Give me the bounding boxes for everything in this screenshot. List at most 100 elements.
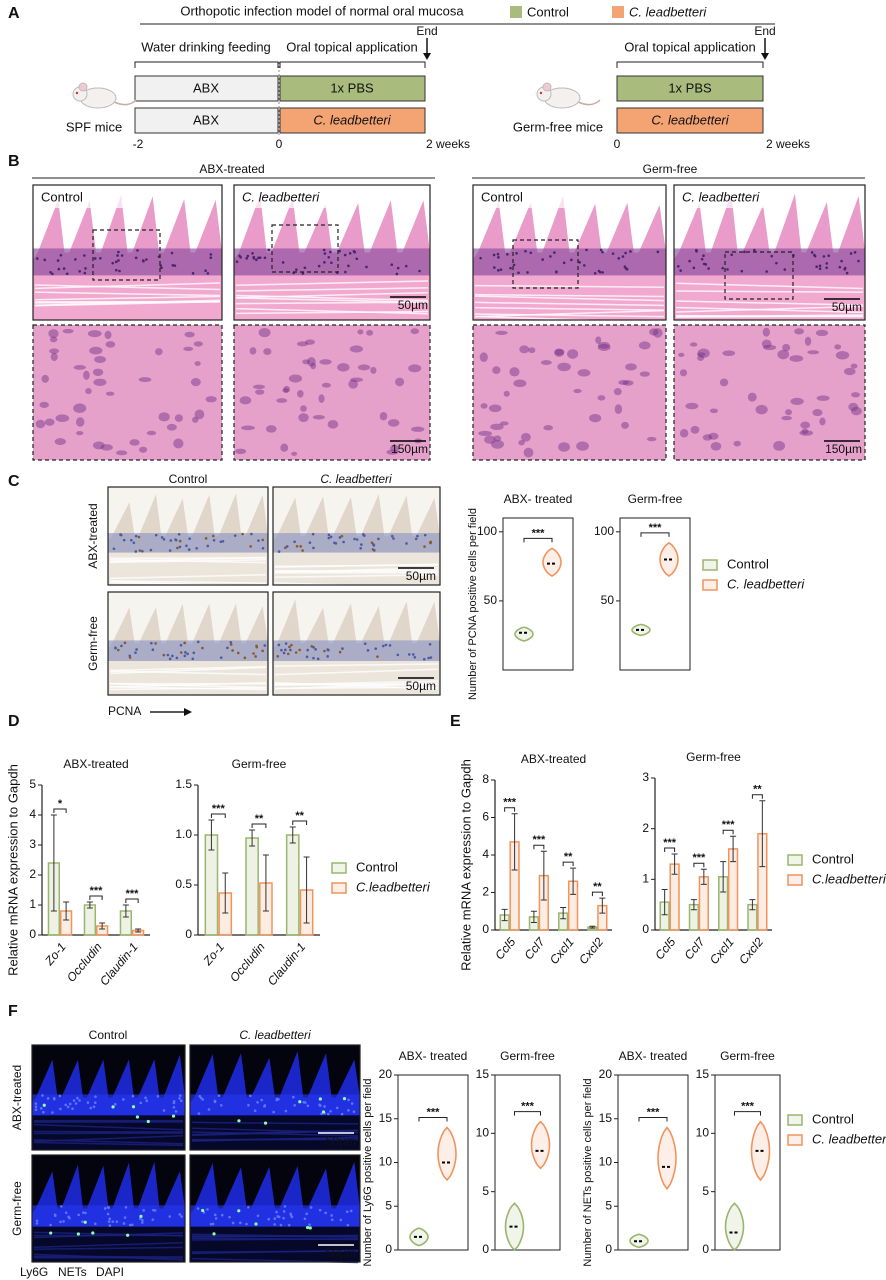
tissue-nucleus	[333, 541, 336, 545]
tissue-nucleus	[721, 266, 724, 270]
zoom-cell	[589, 413, 602, 423]
error-bar	[661, 888, 668, 916]
tissue-nucleus	[247, 1103, 250, 1107]
tissue-nucleus	[248, 1094, 252, 1098]
zoom-cell	[554, 348, 564, 357]
zoom-cell	[819, 417, 826, 426]
tissue-nucleus	[212, 534, 215, 538]
y-tick-label: 4	[29, 807, 36, 821]
tissue-nucleus	[418, 269, 421, 273]
tissue-nucleus	[289, 648, 292, 652]
error-bar	[208, 819, 215, 851]
zoom-cell	[493, 435, 502, 442]
tissue-nucleus	[131, 1094, 135, 1098]
tissue-nucleus	[209, 256, 213, 259]
zoom-cell	[755, 404, 768, 415]
legend-label: C.leadbetteri	[812, 871, 886, 886]
zoom-cell	[258, 327, 271, 338]
tissue-nucleus	[497, 269, 500, 272]
tissue-nucleus	[853, 251, 857, 254]
tissue-nucleus	[352, 250, 356, 253]
tissue-fiber	[34, 291, 221, 297]
tissue-nucleus	[120, 644, 123, 648]
tissue-nucleus	[78, 1099, 81, 1102]
zoom-cell	[523, 447, 534, 458]
tissue-nucleus	[267, 1217, 271, 1221]
tissue-nucleus	[74, 1102, 78, 1105]
tissue-frame	[272, 591, 441, 696]
label-bg	[676, 188, 771, 208]
tissue-signal	[212, 1232, 216, 1236]
tissue-nucleus	[42, 1110, 45, 1114]
tissue-nucleus	[196, 640, 200, 644]
tissue-nucleus	[118, 269, 121, 273]
tissue-signal	[237, 1209, 241, 1213]
significance-bracket	[533, 844, 545, 850]
tissue-nucleus	[308, 1223, 311, 1226]
schedule-text: C. leadbetteri	[651, 112, 729, 127]
tissue-nucleus	[256, 1100, 259, 1104]
zoom-cell	[794, 328, 804, 335]
zoom-cell	[618, 379, 629, 386]
significance-bracket	[734, 1111, 761, 1116]
zoom-cell	[478, 430, 493, 436]
violin	[542, 547, 562, 577]
significance-bracket	[591, 891, 603, 897]
tissue-nucleus	[226, 646, 229, 650]
tissue-nucleus	[207, 1108, 211, 1111]
tissue-nucleus	[172, 1100, 176, 1103]
zoom-cell	[509, 367, 520, 377]
y-tick-label: 2	[29, 867, 36, 881]
tissue-nucleus	[411, 653, 415, 656]
zoom-cell	[614, 404, 623, 415]
tissue-epithelium	[108, 640, 268, 662]
tissue-nucleus	[261, 538, 265, 542]
tissue-nucleus	[355, 257, 359, 261]
x-tick-label: Cxcl1	[707, 935, 737, 967]
tissue-frame	[107, 591, 269, 696]
tissue-nucleus	[277, 1215, 281, 1219]
tissue-nucleus	[396, 653, 400, 657]
zoom-cell	[702, 434, 713, 441]
zoom-cell	[282, 388, 289, 393]
zoom-cell	[598, 341, 610, 349]
zoom-cell	[528, 347, 536, 354]
zoom-cell	[690, 425, 700, 434]
tissue-signal	[298, 1100, 302, 1104]
scale-label: 50µm	[326, 1134, 356, 1148]
tissue-nucleus	[89, 1106, 93, 1110]
tissue-nucleus	[343, 253, 347, 257]
error-bar	[599, 897, 606, 914]
tissue-nucleus	[348, 251, 352, 255]
tissue-nucleus	[396, 266, 400, 270]
tissue-nucleus	[345, 1210, 349, 1214]
tissue-nucleus	[366, 649, 370, 652]
zoom-cell	[252, 384, 266, 389]
tissue-nucleus	[352, 1110, 356, 1113]
x-tick-label: Cxcl1	[547, 935, 577, 967]
tissue-nucleus	[238, 254, 241, 258]
zoom-cell	[557, 362, 571, 372]
significance-label: ***	[649, 522, 663, 534]
zoom-cell	[488, 404, 502, 413]
tissue-fiber	[109, 558, 267, 564]
tissue-nucleus	[257, 256, 260, 260]
zoom-cell	[92, 368, 104, 376]
zoom-cell	[697, 348, 710, 359]
zoom-cell	[100, 444, 113, 451]
tissue-nucleus	[765, 270, 768, 273]
tissue-nucleus	[340, 534, 344, 538]
tissue-nucleus	[128, 656, 132, 659]
tissue-nucleus	[395, 272, 399, 276]
x-tick-label: Ccl7	[521, 934, 548, 962]
tissue-nucleus	[623, 265, 627, 268]
tissue-nucleus	[71, 1107, 74, 1111]
tissue-nucleus	[84, 1211, 87, 1215]
tissue-frame	[189, 1044, 361, 1151]
tissue-fiber	[34, 282, 221, 290]
zoom-cell	[850, 406, 862, 416]
error-bar	[222, 872, 229, 914]
tissue-nucleus	[174, 1110, 178, 1113]
significance-label: **	[593, 881, 602, 893]
tissue-signal	[76, 1232, 80, 1236]
